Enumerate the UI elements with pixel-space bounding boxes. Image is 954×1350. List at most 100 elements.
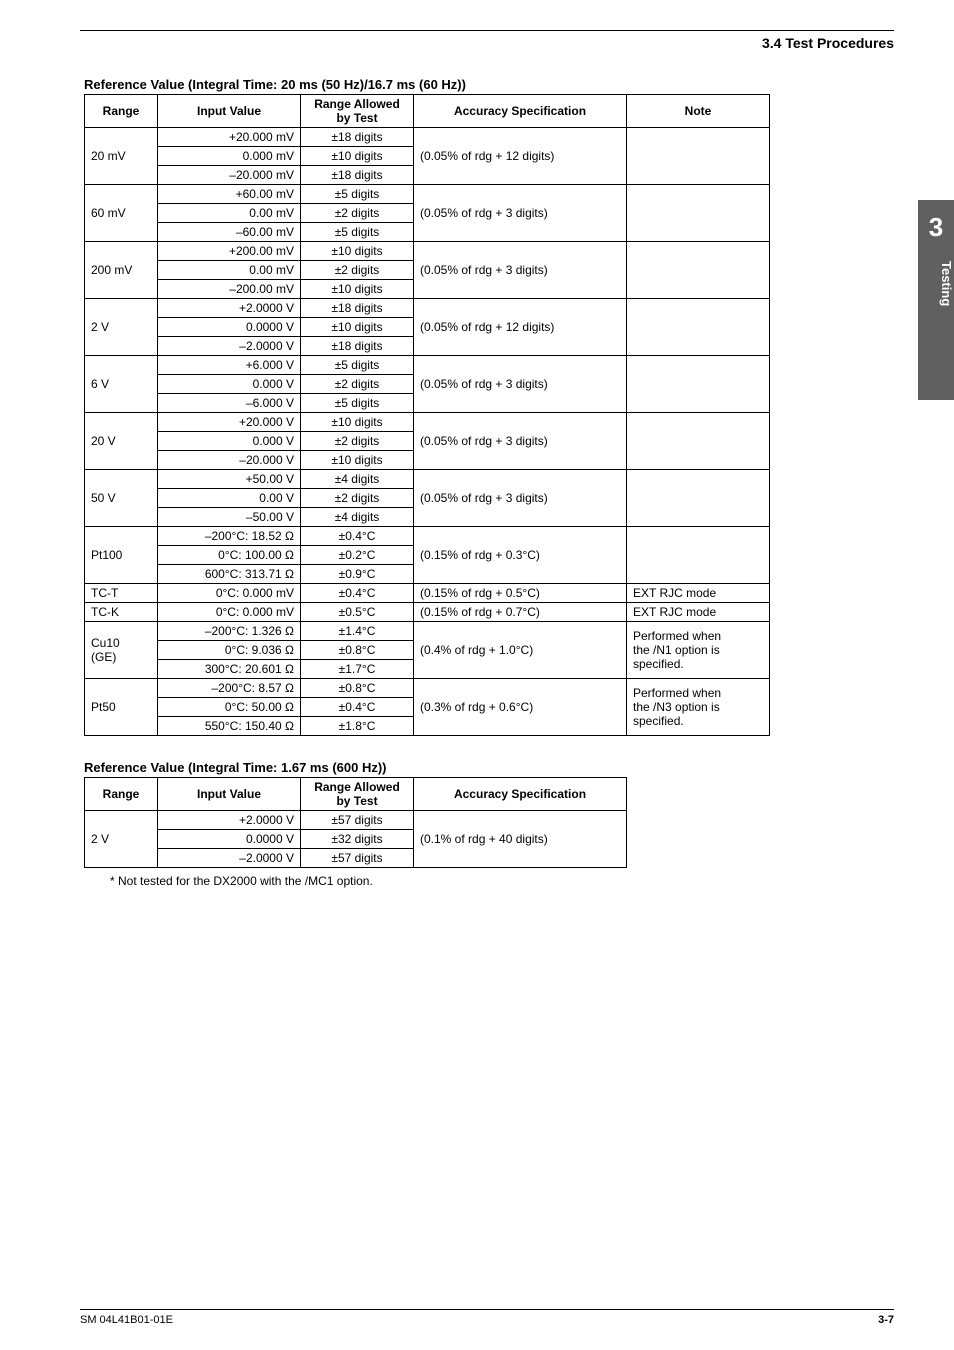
table-cell: (0.1% of rdg + 40 digits): [414, 811, 627, 868]
table1-header-row: Range Input Value Range Allowed by Test …: [85, 95, 770, 128]
th2-allowed: Range Allowed by Test: [301, 778, 414, 811]
page-root: 3.4 Test Procedures 3 Testing Reference …: [0, 0, 954, 1350]
table-cell: ±10 digits: [301, 413, 414, 432]
table-cell: (0.15% of rdg + 0.7°C): [414, 603, 627, 622]
table-cell: ±2 digits: [301, 261, 414, 280]
th-input: Input Value: [158, 95, 301, 128]
footnote: * Not tested for the DX2000 with the /MC…: [110, 874, 894, 888]
table-cell: 20 V: [85, 413, 158, 470]
table-cell: 0°C: 9.036 Ω: [158, 641, 301, 660]
table-cell: (0.4% of rdg + 1.0°C): [414, 622, 627, 679]
table-cell: +6.000 V: [158, 356, 301, 375]
table-cell: TC-T: [85, 584, 158, 603]
table-cell: (0.05% of rdg + 12 digits): [414, 128, 627, 185]
table-cell: –60.00 mV: [158, 223, 301, 242]
table-cell: ±10 digits: [301, 280, 414, 299]
table-cell: +20.000 V: [158, 413, 301, 432]
table-cell: ±57 digits: [301, 811, 414, 830]
table-cell: ±10 digits: [301, 147, 414, 166]
table-cell: ±0.4°C: [301, 584, 414, 603]
table-cell: ±5 digits: [301, 223, 414, 242]
table-cell: ±5 digits: [301, 356, 414, 375]
table-cell: Performed whenthe /N3 option isspecified…: [627, 679, 770, 736]
side-tab-number: 3: [918, 212, 954, 243]
table-cell: 0.000 mV: [158, 147, 301, 166]
table-cell: Pt50: [85, 679, 158, 736]
table-cell: ±10 digits: [301, 242, 414, 261]
table-cell: ±0.8°C: [301, 679, 414, 698]
th-note: Note: [627, 95, 770, 128]
table-cell: (0.05% of rdg + 3 digits): [414, 242, 627, 299]
table-cell: 0.00 mV: [158, 261, 301, 280]
table-cell: +20.000 mV: [158, 128, 301, 147]
th2-input: Input Value: [158, 778, 301, 811]
table-cell: Cu10(GE): [85, 622, 158, 679]
th-range: Range: [85, 95, 158, 128]
table-cell: –200°C: 1.326 Ω: [158, 622, 301, 641]
footer-right: 3-7: [878, 1314, 894, 1326]
table-cell: TC-K: [85, 603, 158, 622]
table-cell: [627, 242, 770, 299]
th2-spec: Accuracy Specification: [414, 778, 627, 811]
table-cell: ±0.5°C: [301, 603, 414, 622]
table-cell: ±4 digits: [301, 470, 414, 489]
table-cell: ±0.8°C: [301, 641, 414, 660]
table-cell: –20.000 mV: [158, 166, 301, 185]
table-cell: (0.05% of rdg + 3 digits): [414, 185, 627, 242]
th2-allowed-l2: by Test: [336, 794, 377, 808]
table-cell: [627, 470, 770, 527]
th-spec: Accuracy Specification: [414, 95, 627, 128]
table-cell: 50 V: [85, 470, 158, 527]
table-cell: [627, 356, 770, 413]
table-cell: ±1.8°C: [301, 717, 414, 736]
table-cell: ±5 digits: [301, 185, 414, 204]
th2-allowed-l1: Range Allowed: [314, 780, 400, 794]
side-tab: 3 Testing: [918, 200, 954, 400]
table-cell: 550°C: 150.40 Ω: [158, 717, 301, 736]
table-cell: ±2 digits: [301, 204, 414, 223]
table-cell: ±0.4°C: [301, 527, 414, 546]
table-cell: EXT RJC mode: [627, 584, 770, 603]
table-cell: (0.05% of rdg + 12 digits): [414, 299, 627, 356]
table-row: 2 V+2.0000 V±57 digits(0.1% of rdg + 40 …: [85, 811, 627, 830]
table-row: 200 mV+200.00 mV±10 digits(0.05% of rdg …: [85, 242, 770, 261]
table-cell: 60 mV: [85, 185, 158, 242]
table-cell: ±0.9°C: [301, 565, 414, 584]
footer-left: SM 04L41B01-01E: [80, 1314, 173, 1326]
table-cell: ±4 digits: [301, 508, 414, 527]
side-tab-label: Testing: [918, 261, 954, 306]
table-cell: 600°C: 313.71 Ω: [158, 565, 301, 584]
table-cell: (0.3% of rdg + 0.6°C): [414, 679, 627, 736]
table2: Range Input Value Range Allowed by Test …: [84, 777, 627, 868]
table1: Range Input Value Range Allowed by Test …: [84, 94, 770, 736]
table-cell: –20.000 V: [158, 451, 301, 470]
table-cell: ±0.4°C: [301, 698, 414, 717]
table-cell: +200.00 mV: [158, 242, 301, 261]
table-cell: Pt100: [85, 527, 158, 584]
table-cell: 0.000 V: [158, 375, 301, 394]
table-row: 20 V+20.000 V±10 digits(0.05% of rdg + 3…: [85, 413, 770, 432]
table-cell: (0.15% of rdg + 0.3°C): [414, 527, 627, 584]
table-row: 20 mV+20.000 mV±18 digits(0.05% of rdg +…: [85, 128, 770, 147]
table-cell: ±5 digits: [301, 394, 414, 413]
table-cell: ±18 digits: [301, 337, 414, 356]
table-cell: 300°C: 20.601 Ω: [158, 660, 301, 679]
table-row: TC-K0°C: 0.000 mV±0.5°C(0.15% of rdg + 0…: [85, 603, 770, 622]
table-cell: [627, 299, 770, 356]
table-cell: ±18 digits: [301, 166, 414, 185]
table-row: 60 mV+60.00 mV±5 digits(0.05% of rdg + 3…: [85, 185, 770, 204]
th-allowed-l2: by Test: [336, 111, 377, 125]
table-cell: ±32 digits: [301, 830, 414, 849]
table-cell: ±2 digits: [301, 489, 414, 508]
table-cell: Performed whenthe /N1 option isspecified…: [627, 622, 770, 679]
th2-range: Range: [85, 778, 158, 811]
table-cell: –2.0000 V: [158, 849, 301, 868]
table-cell: ±10 digits: [301, 318, 414, 337]
table-row: TC-T0°C: 0.000 mV±0.4°C(0.15% of rdg + 0…: [85, 584, 770, 603]
table-cell: ±1.4°C: [301, 622, 414, 641]
table-cell: ±57 digits: [301, 849, 414, 868]
table-row: 50 V+50.00 V±4 digits(0.05% of rdg + 3 d…: [85, 470, 770, 489]
table-cell: ±10 digits: [301, 451, 414, 470]
table-cell: +2.0000 V: [158, 299, 301, 318]
table2-header-row: Range Input Value Range Allowed by Test …: [85, 778, 627, 811]
